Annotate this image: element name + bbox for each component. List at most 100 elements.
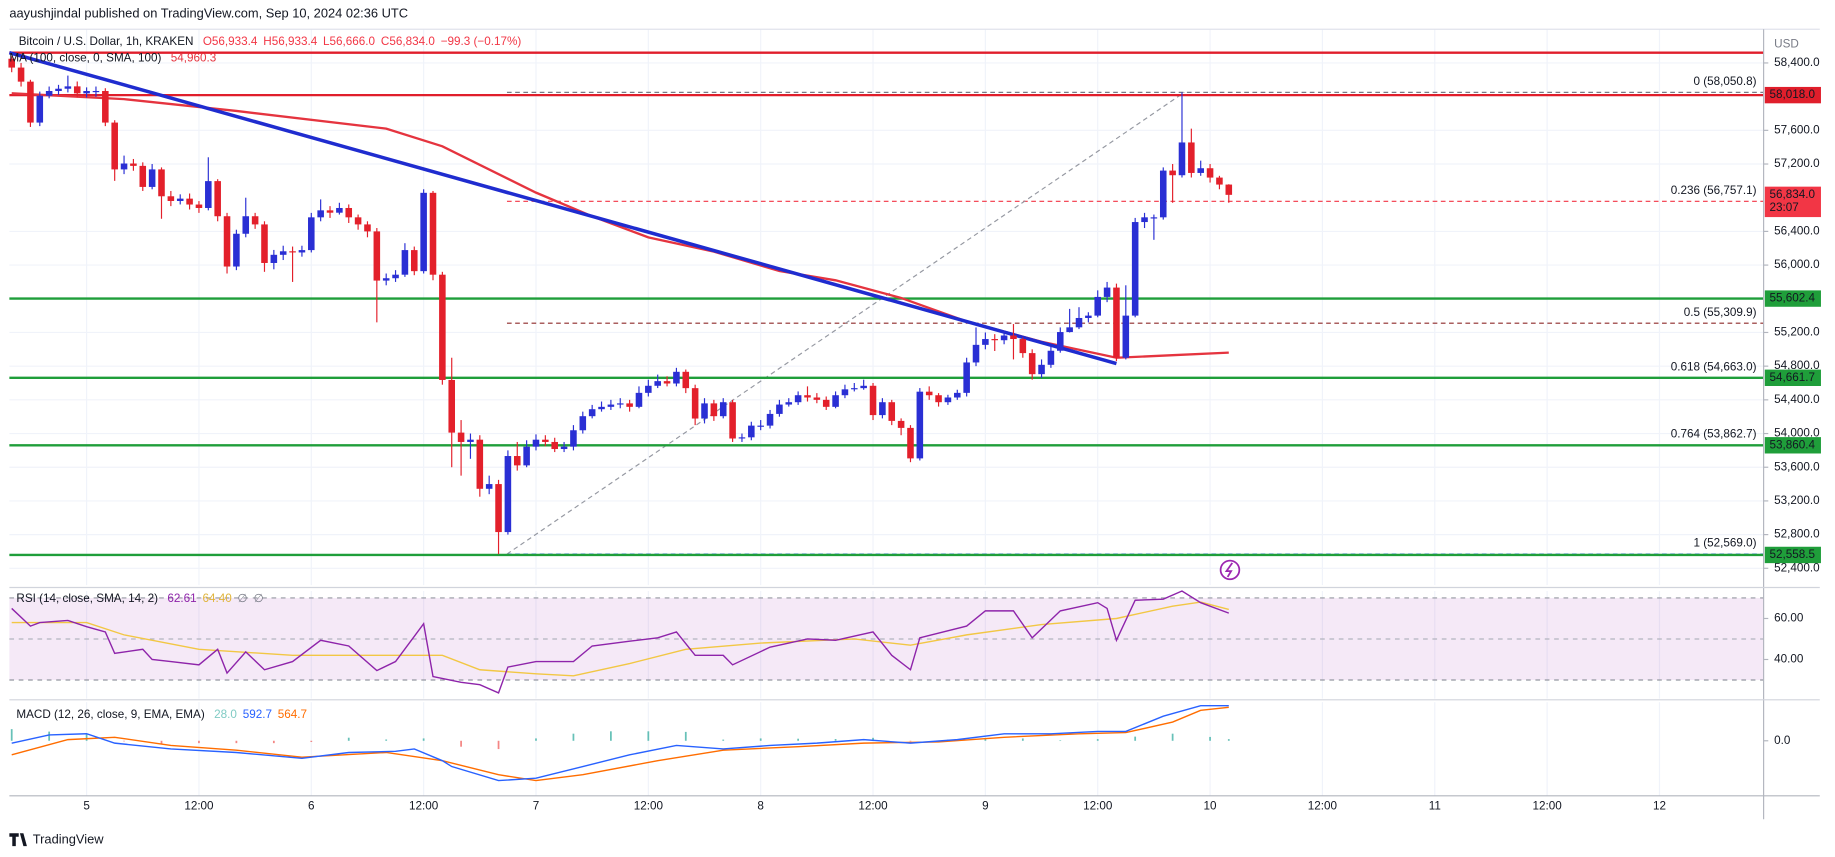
candle-body: [925, 391, 933, 396]
candle-body: [645, 385, 652, 393]
countdown: 23:07: [1769, 201, 1798, 214]
candle-body: [457, 432, 465, 442]
candle-body: [167, 196, 175, 201]
rsi-line: [11, 590, 1230, 694]
y-tick-label: 55,200.0: [1774, 326, 1820, 339]
rsi-sma-readout: 64.40: [202, 592, 232, 605]
candle-body: [1169, 170, 1176, 176]
candle-body: [130, 163, 137, 166]
candle-body: [120, 163, 128, 170]
brand: TradingView: [33, 832, 104, 847]
histogram-bar: [310, 740, 313, 742]
candle-body: [682, 371, 690, 389]
candle-body: [729, 402, 736, 439]
marks: [8, 50, 1764, 782]
candle-body: [832, 395, 839, 407]
x-tick-label: 7: [533, 799, 540, 812]
y-tick-label: 53,200.0: [1774, 494, 1820, 507]
candle-body: [523, 446, 530, 466]
candle-body: [64, 86, 72, 89]
candle-body: [560, 446, 568, 450]
candle-body: [148, 169, 156, 187]
candle-body: [27, 81, 34, 123]
grid: [9, 29, 1769, 796]
candle-body: [738, 437, 746, 439]
candle-body: [176, 198, 184, 201]
currency: USD: [1774, 38, 1799, 51]
x-tick-label: 9: [982, 799, 989, 812]
candle-body: [233, 233, 240, 267]
candle-body: [17, 67, 25, 82]
candle-body: [542, 439, 549, 442]
candle-body: [45, 90, 53, 96]
candle-body: [673, 371, 680, 384]
candle-body: [860, 385, 867, 389]
candle-body: [1225, 184, 1233, 195]
candle-body: [794, 395, 802, 403]
candle-body: [570, 430, 577, 447]
histogram-bar: [1227, 739, 1230, 741]
candle-body: [345, 207, 353, 218]
histogram-bar: [1021, 738, 1024, 741]
candle-body: [401, 250, 409, 275]
candle-body: [626, 403, 633, 407]
candle-body: [710, 403, 718, 417]
candle-body: [551, 441, 558, 450]
rsi-title: RSI (14, close, SMA, 14, 2): [16, 592, 158, 605]
labels: 5 12:00 6 12:00 7 12:00 8 12:00 9 12:00 10 12:00 11 1…: [83, 56, 1821, 812]
ma-title: MA (100, close, 0, SMA, 100): [9, 52, 161, 65]
alert-icon: [1219, 559, 1241, 581]
candle-body: [485, 484, 493, 489]
level-label: 53,860.4: [1769, 438, 1815, 451]
candle-body: [261, 224, 268, 263]
histogram-bar: [834, 739, 837, 741]
candle-body: [916, 391, 924, 459]
histogram-bar: [347, 737, 350, 741]
candle-body: [1066, 327, 1073, 333]
candle-body: [317, 210, 324, 218]
candle-body: [954, 392, 961, 398]
candle-body: [364, 224, 371, 232]
rsi-readout: 62.61: [167, 592, 196, 605]
last-price-label: 56,834.0: [1769, 188, 1815, 201]
hist-readout: 28.0: [214, 708, 237, 721]
histogram-bar: [198, 740, 200, 744]
macd-line: [11, 706, 1229, 782]
candle-body: [420, 192, 427, 272]
candle-body: [467, 439, 474, 442]
candle-body: [1075, 317, 1083, 328]
candle-body: [691, 388, 699, 419]
y-tick-label: 54,400.0: [1774, 393, 1820, 406]
histogram-bar: [610, 731, 612, 741]
y-tick-label: 52,400.0: [1774, 561, 1820, 574]
histogram-bar: [385, 739, 388, 741]
candle-body: [223, 216, 231, 267]
candle-body: [251, 216, 259, 225]
candle-body: [1047, 350, 1055, 365]
x-tick-label: 12:00: [409, 799, 439, 812]
fib-label: 0.618 (54,663.0): [1671, 360, 1757, 373]
histogram-bar: [722, 739, 725, 741]
candle-body: [1028, 353, 1036, 375]
histogram-bar: [759, 738, 762, 741]
candle-body: [982, 339, 989, 345]
candle-body: [757, 425, 764, 427]
histogram-bar: [572, 733, 575, 741]
y-tick-label: 40.00: [1774, 653, 1804, 666]
signal-readout: 564.7: [278, 708, 307, 721]
candle-body: [851, 388, 858, 390]
y-tick-label: 57,200.0: [1774, 157, 1820, 170]
x-tick-label: 10: [1204, 799, 1217, 812]
candle-body: [279, 251, 287, 255]
candle-body: [392, 274, 399, 279]
last-price-box: [1764, 186, 1821, 218]
x-tick-label: 11: [1429, 799, 1441, 812]
candle-body: [439, 274, 446, 380]
y-tick-label: 56,400.0: [1774, 224, 1820, 237]
histogram-bar: [1059, 740, 1062, 742]
candle-body: [513, 456, 521, 466]
candle-body: [476, 439, 484, 489]
candle-body: [1019, 339, 1027, 354]
